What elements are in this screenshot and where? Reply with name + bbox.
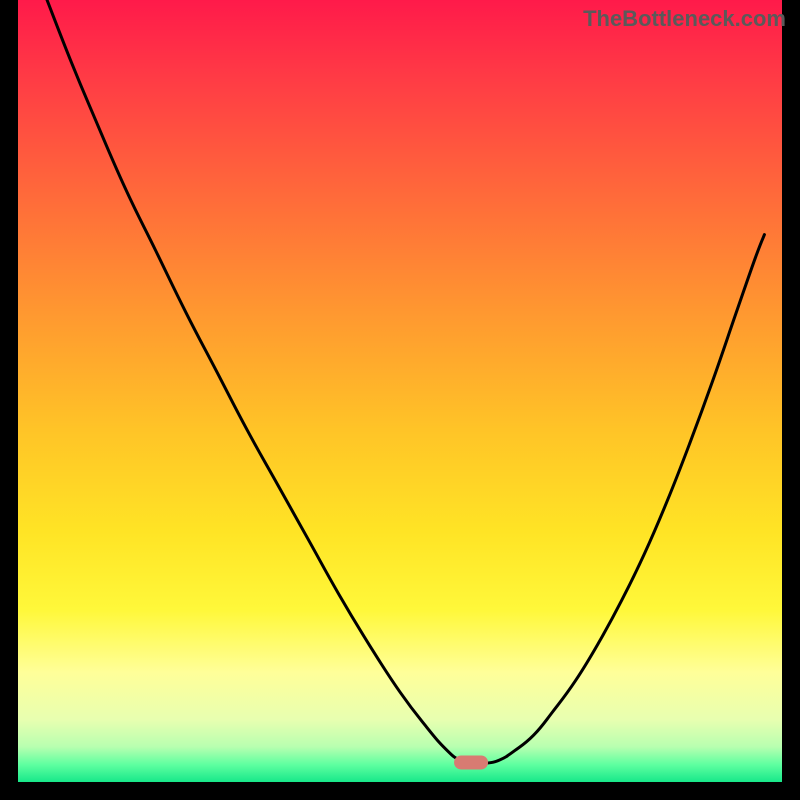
chart-border-left <box>0 0 18 800</box>
optimal-marker <box>454 755 488 769</box>
chart-border-right <box>782 0 800 800</box>
chart-svg <box>0 0 800 800</box>
watermark-text: TheBottleneck.com <box>583 6 786 32</box>
bottleneck-chart: TheBottleneck.com <box>0 0 800 800</box>
plot-background <box>18 0 782 782</box>
chart-border-bottom <box>0 782 800 800</box>
